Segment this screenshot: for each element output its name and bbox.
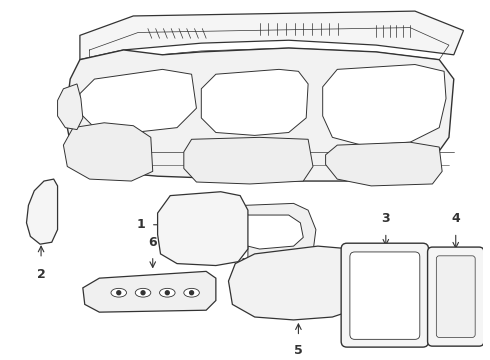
Polygon shape	[63, 123, 153, 181]
Ellipse shape	[135, 288, 151, 297]
Text: 2: 2	[37, 269, 46, 282]
Polygon shape	[245, 203, 316, 262]
Polygon shape	[83, 271, 216, 312]
Text: 6: 6	[148, 236, 157, 249]
Polygon shape	[323, 64, 446, 145]
Polygon shape	[57, 84, 83, 130]
Text: 3: 3	[382, 212, 390, 225]
Polygon shape	[158, 192, 248, 266]
Polygon shape	[201, 69, 308, 135]
Polygon shape	[184, 138, 313, 184]
Polygon shape	[26, 179, 57, 244]
Ellipse shape	[184, 288, 199, 297]
Polygon shape	[80, 11, 464, 60]
Circle shape	[165, 291, 169, 295]
Ellipse shape	[160, 288, 175, 297]
Polygon shape	[65, 48, 454, 181]
Circle shape	[190, 291, 194, 295]
Ellipse shape	[111, 288, 126, 297]
FancyBboxPatch shape	[436, 256, 475, 337]
Polygon shape	[80, 69, 196, 132]
Polygon shape	[326, 142, 442, 186]
Polygon shape	[228, 246, 374, 320]
Text: 4: 4	[451, 212, 460, 225]
FancyBboxPatch shape	[341, 243, 429, 347]
FancyBboxPatch shape	[428, 247, 484, 346]
Text: 5: 5	[294, 344, 303, 357]
FancyBboxPatch shape	[350, 252, 420, 339]
Circle shape	[117, 291, 121, 295]
Text: 1: 1	[137, 218, 146, 231]
Circle shape	[141, 291, 145, 295]
